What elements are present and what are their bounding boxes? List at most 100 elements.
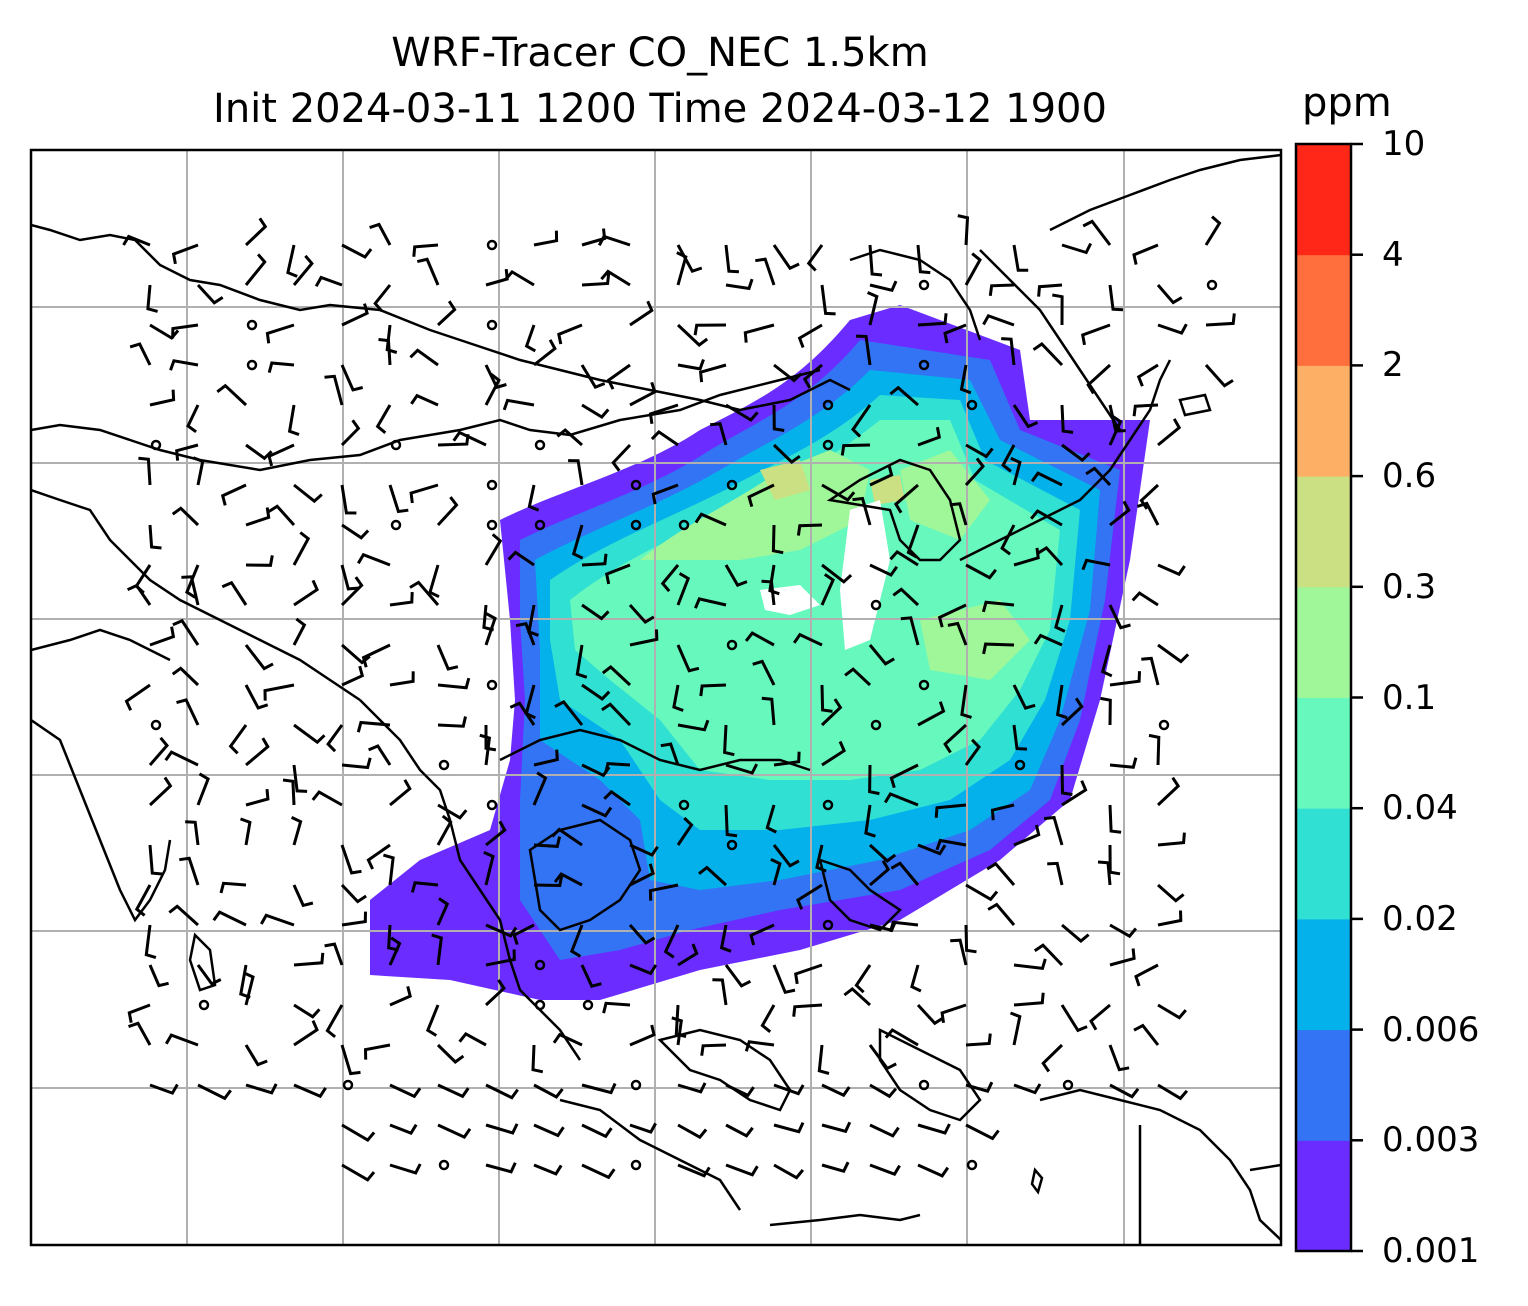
wind-barb [725, 763, 759, 775]
colorbar-band [1296, 1029, 1351, 1141]
wind-barb [1033, 943, 1064, 967]
wind-barb [1205, 313, 1236, 327]
wind-barb [128, 1021, 152, 1046]
wind-barb [169, 359, 199, 371]
wind-barb [601, 702, 632, 727]
wind-barb [196, 772, 210, 806]
wind-barb [452, 430, 487, 447]
wind-barb [581, 683, 611, 701]
calm-wind-circle [870, 719, 882, 731]
wind-barb [815, 844, 827, 873]
wind-barb [357, 552, 391, 567]
wind-barb [1089, 1003, 1111, 1031]
wind-barb [1097, 860, 1112, 886]
wind-barb [373, 284, 392, 312]
wind-barb [1000, 524, 1016, 556]
wind-barb [531, 1044, 544, 1074]
calm-wind-circle [822, 919, 834, 931]
wind-barb [389, 1123, 418, 1136]
wind-barb [375, 404, 392, 434]
wind-barb [694, 597, 727, 609]
wind-barb [363, 1043, 391, 1060]
wind-barb [725, 1123, 754, 1138]
wind-barb [557, 323, 583, 345]
wind-barb [216, 383, 248, 407]
wind-barb [340, 576, 364, 607]
wind-barb [820, 573, 835, 606]
calm-wind-circle [966, 1159, 978, 1171]
wind-barb [752, 659, 776, 686]
wind-barb [981, 600, 1015, 613]
wind-barb [699, 683, 727, 697]
wind-barb [719, 924, 732, 953]
wind-barb [1047, 861, 1064, 886]
wind-barb [292, 531, 311, 566]
wind-barb [698, 865, 728, 887]
calm-wind-circle [486, 319, 498, 331]
wind-barb [1108, 414, 1123, 446]
wind-barb [1061, 242, 1093, 255]
wind-barb [341, 665, 365, 687]
wind-barb [821, 1121, 852, 1134]
wind-barb [629, 381, 657, 407]
wind-barb [611, 443, 632, 472]
wind-barb [148, 524, 162, 550]
wind-barb [575, 644, 588, 679]
wind-barb [1013, 1083, 1042, 1095]
wind-barb [172, 618, 200, 646]
wind-barb [1108, 804, 1122, 834]
wind-barb [1148, 733, 1161, 766]
wind-barb [1041, 1043, 1064, 1073]
wind-barb [772, 964, 796, 995]
wind-barb [821, 563, 853, 584]
wind-barb [245, 555, 274, 567]
wind-barb [485, 1162, 517, 1174]
wind-barb [244, 253, 267, 286]
plume-level-7 [760, 460, 905, 505]
wind-barb [340, 419, 361, 447]
wind-barb [1032, 342, 1064, 367]
wind-barb [917, 426, 942, 447]
wind-barb [677, 358, 705, 371]
calm-wind-circle [918, 1079, 930, 1091]
wind-barb [144, 924, 157, 960]
wind-barb [965, 443, 994, 459]
wind-barbs [122, 214, 1236, 1182]
wind-barb [1100, 696, 1112, 726]
wind-barb [458, 1031, 487, 1047]
wind-barb [937, 603, 967, 628]
wind-barb [960, 684, 972, 719]
wind-barb [964, 924, 977, 954]
wind-barb [1157, 1003, 1187, 1020]
wind-barb [869, 280, 898, 293]
wind-barb [551, 827, 583, 847]
wind-barb [171, 506, 200, 527]
wind-barb [1108, 844, 1121, 876]
wind-barb [1109, 757, 1138, 769]
wind-barb [747, 483, 775, 508]
wind-barb [600, 269, 631, 287]
wind-barb [533, 1083, 564, 1099]
wind-barb [239, 817, 252, 846]
wind-barb [366, 843, 391, 870]
wind-barb [1157, 323, 1188, 335]
wind-barb [990, 803, 1015, 821]
colorbar-tick-label: 0.006 [1382, 1009, 1480, 1050]
wind-barb [844, 667, 872, 687]
wind-barb [1001, 444, 1016, 473]
wind-barb [648, 403, 679, 425]
wind-barb [1108, 604, 1131, 630]
wind-barb [1109, 671, 1141, 687]
wind-barb [650, 429, 679, 447]
wind-barb [869, 563, 899, 577]
wind-barb [385, 324, 398, 354]
wind-barb [987, 902, 1016, 926]
wind-barb [267, 361, 295, 373]
wind-barb [868, 764, 880, 796]
wind-barb [821, 740, 846, 767]
calm-wind-circle [726, 479, 738, 491]
wind-barb [868, 1044, 897, 1071]
wind-barb [1055, 684, 1068, 720]
wind-barb [821, 1161, 850, 1173]
wind-barb [263, 683, 295, 701]
